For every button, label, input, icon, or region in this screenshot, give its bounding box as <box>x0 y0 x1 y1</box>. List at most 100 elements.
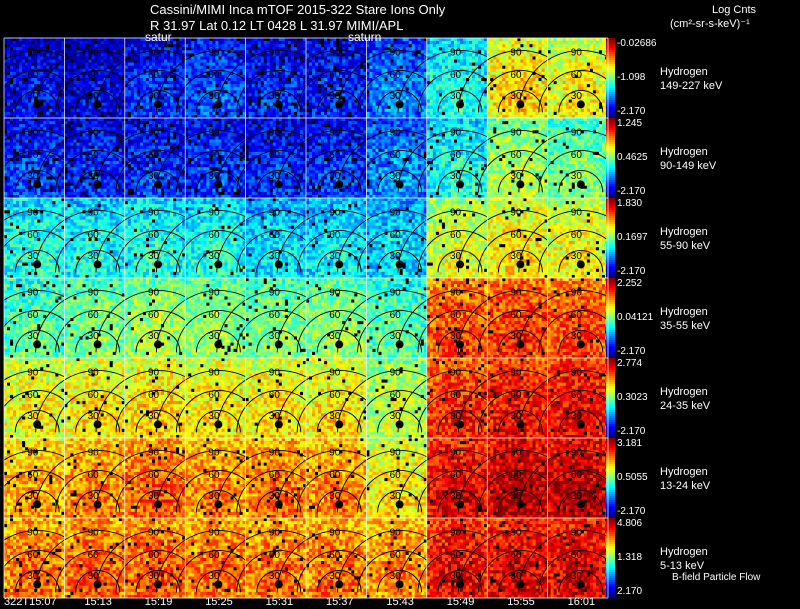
colorbar-segment <box>606 204 615 207</box>
colorbar-segment <box>606 456 615 459</box>
planet-symbol <box>576 340 585 349</box>
contour-label: 30 <box>390 91 402 102</box>
contour-label: 60 <box>208 310 220 321</box>
contour-label: 90 <box>27 528 39 539</box>
planet-symbol <box>395 340 404 349</box>
time-label: 15:13 <box>84 596 112 608</box>
planet-symbol <box>214 340 223 349</box>
colorbar-value: -2.170 <box>617 186 645 197</box>
contour-label: 30 <box>27 251 39 262</box>
contour-label: 60 <box>571 310 583 321</box>
contour-label: 60 <box>269 390 281 401</box>
heatmap-panel: 90 60 30 <box>457 198 583 279</box>
contour-label: 60 <box>450 550 462 561</box>
planet-symbol <box>576 260 585 269</box>
colorbar-segment <box>606 114 615 117</box>
colorbar-segment <box>606 452 615 455</box>
colorbar-segment <box>606 468 615 471</box>
colorbar-segment <box>606 210 615 213</box>
latitude-contour <box>195 249 241 273</box>
latitude-contour <box>558 249 604 273</box>
contour-label: 60 <box>571 390 583 401</box>
contour-label: 90 <box>510 48 522 59</box>
contour-label: 60 <box>510 550 522 561</box>
planet-symbol <box>93 100 102 109</box>
planet-symbol <box>395 100 404 109</box>
colorbar-segment <box>606 218 615 221</box>
heatmap-panel: 90 60 30 <box>0 38 100 119</box>
planet-symbol <box>335 500 344 509</box>
contour-label: 60 <box>450 470 462 481</box>
row-energy: 24-35 keV <box>660 399 710 413</box>
colorbar-segment <box>606 78 615 81</box>
latitude-contour <box>538 230 624 273</box>
latitude-contour <box>14 329 60 353</box>
colorbar-segment <box>606 558 615 561</box>
colorbar-segment <box>606 332 615 335</box>
contour-label: 30 <box>571 171 583 182</box>
colorbar-segment <box>606 512 615 515</box>
latitude-contour <box>558 489 604 513</box>
colorbar-segment <box>606 382 615 385</box>
latitude-contour <box>538 390 624 433</box>
colorbar-value: 0.04121 <box>617 312 653 323</box>
colorbar-segment <box>606 494 615 497</box>
colorbar-segment <box>606 60 615 63</box>
colorbar-segment <box>606 354 615 357</box>
colorbar-segment <box>606 312 615 315</box>
planet-symbol <box>33 420 42 429</box>
colorbar-segment <box>606 414 615 417</box>
colorbar-segment <box>606 216 615 219</box>
contour-label: 60 <box>269 150 281 161</box>
colorbar-segment <box>606 420 615 423</box>
planet-symbol <box>335 260 344 269</box>
latitude-contour <box>316 489 362 513</box>
row-energy-label: Hydrogen 149-227 keV <box>660 65 722 93</box>
heatmap-panel: 90 60 30 <box>276 278 402 359</box>
contour-label: 30 <box>450 411 462 422</box>
colorbar-segment <box>606 280 615 283</box>
colorbar-segment <box>606 344 615 347</box>
colorbar-segment <box>606 428 615 431</box>
colorbar-segment <box>606 496 615 499</box>
contour-label: 90 <box>450 208 462 219</box>
colorbar-segment <box>606 112 615 115</box>
colorbar-segment <box>606 342 615 345</box>
colorbar-segment <box>606 140 615 143</box>
colorbar-segment <box>606 504 615 507</box>
contour-label: 60 <box>450 230 462 241</box>
contour-label: 90 <box>450 288 462 299</box>
contour-label: 30 <box>148 491 160 502</box>
planet-symbol <box>516 580 525 589</box>
contour-label: 60 <box>269 310 281 321</box>
colorbar-segment <box>606 200 615 203</box>
planet-symbol <box>214 580 223 589</box>
colorbar-value: -2.170 <box>617 106 645 117</box>
colorbar-segment <box>606 268 615 271</box>
contour-label: 90 <box>148 128 160 139</box>
colorbar-value: 3.181 <box>617 438 642 449</box>
colorbar-segment <box>606 516 615 519</box>
contour-label: 90 <box>148 448 160 459</box>
colorbar-segment <box>606 62 615 65</box>
planet-symbol <box>456 500 464 509</box>
colorbar-segment <box>606 450 615 453</box>
latitude-contour <box>497 89 543 113</box>
heatmap-panel: 90 60 30 <box>155 438 281 519</box>
colorbar-segment <box>606 120 615 123</box>
contour-label: 60 <box>148 150 160 161</box>
colorbar-segment <box>606 226 615 229</box>
colorbar-segment <box>606 318 615 321</box>
latitude-contour <box>437 249 483 273</box>
colorbar-segment <box>606 144 615 147</box>
contour-label: 30 <box>510 411 522 422</box>
colorbar-segment <box>606 128 615 131</box>
colorbar-segment <box>606 148 615 151</box>
contour-label: 90 <box>571 128 583 139</box>
heatmap-panel: 90 60 30 <box>216 198 342 279</box>
colorbar-segment <box>606 418 615 421</box>
colorbar-segment <box>606 240 615 243</box>
colorbar-segment <box>606 596 615 599</box>
colorbar-value: -0.02686 <box>617 38 656 49</box>
contour-label: 90 <box>571 288 583 299</box>
